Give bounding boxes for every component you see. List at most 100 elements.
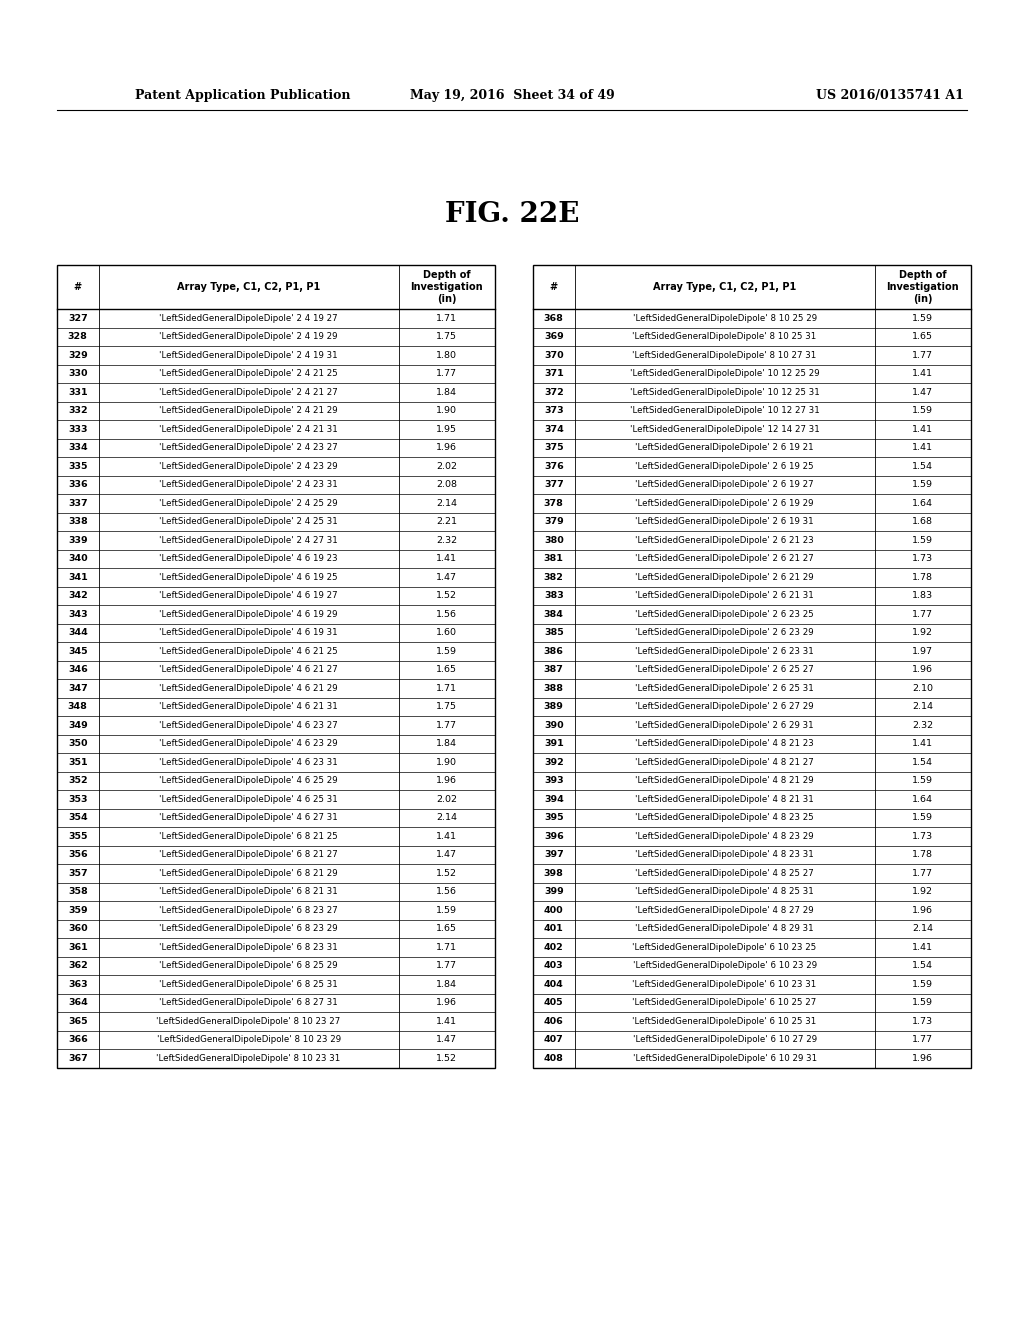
Text: 357: 357 — [68, 869, 88, 878]
Text: 2.32: 2.32 — [436, 536, 458, 545]
Text: 'LeftSidedGeneralDipoleDipole' 4 8 29 31: 'LeftSidedGeneralDipoleDipole' 4 8 29 31 — [635, 924, 814, 933]
Text: 328: 328 — [68, 333, 88, 342]
Text: 392: 392 — [544, 758, 563, 767]
Text: 'LeftSidedGeneralDipoleDipole' 4 8 21 31: 'LeftSidedGeneralDipoleDipole' 4 8 21 31 — [635, 795, 814, 804]
Text: Array Type, C1, C2, P1, P1: Array Type, C1, C2, P1, P1 — [177, 282, 321, 292]
Text: 1.59: 1.59 — [436, 906, 458, 915]
Text: 1.71: 1.71 — [436, 314, 458, 323]
Text: 'LeftSidedGeneralDipoleDipole' 2 6 25 31: 'LeftSidedGeneralDipoleDipole' 2 6 25 31 — [635, 684, 814, 693]
Text: 'LeftSidedGeneralDipoleDipole' 10 12 25 31: 'LeftSidedGeneralDipoleDipole' 10 12 25 … — [630, 388, 819, 397]
Text: 1.96: 1.96 — [912, 665, 933, 675]
Text: 'LeftSidedGeneralDipoleDipole' 6 10 23 29: 'LeftSidedGeneralDipoleDipole' 6 10 23 2… — [633, 961, 817, 970]
Text: 407: 407 — [544, 1035, 563, 1044]
Text: 'LeftSidedGeneralDipoleDipole' 6 8 21 31: 'LeftSidedGeneralDipoleDipole' 6 8 21 31 — [160, 887, 338, 896]
Text: 'LeftSidedGeneralDipoleDipole' 6 8 21 29: 'LeftSidedGeneralDipoleDipole' 6 8 21 29 — [160, 869, 338, 878]
Text: 'LeftSidedGeneralDipoleDipole' 4 6 19 31: 'LeftSidedGeneralDipoleDipole' 4 6 19 31 — [160, 628, 338, 638]
Text: 1.47: 1.47 — [436, 573, 458, 582]
Text: 348: 348 — [68, 702, 88, 711]
Text: 1.59: 1.59 — [912, 979, 933, 989]
Text: 'LeftSidedGeneralDipoleDipole' 2 6 19 21: 'LeftSidedGeneralDipoleDipole' 2 6 19 21 — [635, 444, 814, 453]
Text: 1.64: 1.64 — [912, 795, 933, 804]
Text: 'LeftSidedGeneralDipoleDipole' 2 4 23 29: 'LeftSidedGeneralDipoleDipole' 2 4 23 29 — [160, 462, 338, 471]
Text: 1.59: 1.59 — [912, 536, 933, 545]
Text: 'LeftSidedGeneralDipoleDipole' 2 6 21 27: 'LeftSidedGeneralDipoleDipole' 2 6 21 27 — [635, 554, 814, 564]
Text: 1.73: 1.73 — [912, 832, 934, 841]
Text: 'LeftSidedGeneralDipoleDipole' 2 6 21 23: 'LeftSidedGeneralDipoleDipole' 2 6 21 23 — [635, 536, 814, 545]
Text: 1.65: 1.65 — [436, 924, 458, 933]
Text: 394: 394 — [544, 795, 563, 804]
Text: 'LeftSidedGeneralDipoleDipole' 6 10 23 25: 'LeftSidedGeneralDipoleDipole' 6 10 23 2… — [633, 942, 817, 952]
Text: 1.59: 1.59 — [912, 776, 933, 785]
Text: 379: 379 — [544, 517, 563, 527]
Text: 1.71: 1.71 — [436, 684, 458, 693]
Text: 1.52: 1.52 — [436, 869, 458, 878]
Text: 2.14: 2.14 — [912, 924, 933, 933]
Text: 396: 396 — [544, 832, 563, 841]
Text: 1.59: 1.59 — [912, 480, 933, 490]
Text: 1.78: 1.78 — [912, 573, 933, 582]
Text: 395: 395 — [544, 813, 563, 822]
Text: 381: 381 — [544, 554, 564, 564]
Text: 1.54: 1.54 — [912, 758, 933, 767]
Text: 1.41: 1.41 — [912, 444, 933, 453]
Text: 353: 353 — [68, 795, 88, 804]
Text: 380: 380 — [544, 536, 563, 545]
Text: 'LeftSidedGeneralDipoleDipole' 2 4 23 27: 'LeftSidedGeneralDipoleDipole' 2 4 23 27 — [160, 444, 338, 453]
Text: 336: 336 — [68, 480, 88, 490]
Text: 1.80: 1.80 — [436, 351, 458, 360]
Text: 1.68: 1.68 — [912, 517, 933, 527]
Text: 'LeftSidedGeneralDipoleDipole' 6 8 23 27: 'LeftSidedGeneralDipoleDipole' 6 8 23 27 — [160, 906, 338, 915]
Text: 'LeftSidedGeneralDipoleDipole' 12 14 27 31: 'LeftSidedGeneralDipoleDipole' 12 14 27 … — [630, 425, 819, 434]
Text: 385: 385 — [544, 628, 563, 638]
Text: 'LeftSidedGeneralDipoleDipole' 4 6 21 29: 'LeftSidedGeneralDipoleDipole' 4 6 21 29 — [160, 684, 338, 693]
Text: 345: 345 — [68, 647, 88, 656]
Bar — [534, 265, 971, 1068]
Text: 'LeftSidedGeneralDipoleDipole' 2 4 23 31: 'LeftSidedGeneralDipoleDipole' 2 4 23 31 — [160, 480, 338, 490]
Text: 1.56: 1.56 — [436, 610, 458, 619]
Text: 1.97: 1.97 — [912, 647, 933, 656]
Text: 'LeftSidedGeneralDipoleDipole' 2 4 25 31: 'LeftSidedGeneralDipoleDipole' 2 4 25 31 — [160, 517, 338, 527]
Text: 2.32: 2.32 — [912, 721, 934, 730]
Text: 'LeftSidedGeneralDipoleDipole' 2 4 19 31: 'LeftSidedGeneralDipoleDipole' 2 4 19 31 — [160, 351, 338, 360]
Text: 397: 397 — [544, 850, 563, 859]
Text: 'LeftSidedGeneralDipoleDipole' 2 4 21 31: 'LeftSidedGeneralDipoleDipole' 2 4 21 31 — [160, 425, 338, 434]
Text: #: # — [74, 282, 82, 292]
Text: 'LeftSidedGeneralDipoleDipole' 2 4 19 29: 'LeftSidedGeneralDipoleDipole' 2 4 19 29 — [160, 333, 338, 342]
Text: 'LeftSidedGeneralDipoleDipole' 8 10 23 29: 'LeftSidedGeneralDipoleDipole' 8 10 23 2… — [157, 1035, 341, 1044]
Text: 374: 374 — [544, 425, 563, 434]
Text: 'LeftSidedGeneralDipoleDipole' 4 6 21 25: 'LeftSidedGeneralDipoleDipole' 4 6 21 25 — [160, 647, 338, 656]
Text: 369: 369 — [544, 333, 563, 342]
Text: 393: 393 — [544, 776, 563, 785]
Text: 'LeftSidedGeneralDipoleDipole' 4 8 21 27: 'LeftSidedGeneralDipoleDipole' 4 8 21 27 — [635, 758, 814, 767]
Text: 402: 402 — [544, 942, 563, 952]
Text: 'LeftSidedGeneralDipoleDipole' 4 6 19 29: 'LeftSidedGeneralDipoleDipole' 4 6 19 29 — [160, 610, 338, 619]
Text: 408: 408 — [544, 1053, 564, 1063]
Text: 1.59: 1.59 — [912, 407, 933, 416]
Text: 'LeftSidedGeneralDipoleDipole' 4 6 23 31: 'LeftSidedGeneralDipoleDipole' 4 6 23 31 — [160, 758, 338, 767]
Text: 'LeftSidedGeneralDipoleDipole' 2 6 29 31: 'LeftSidedGeneralDipoleDipole' 2 6 29 31 — [635, 721, 814, 730]
Text: 1.92: 1.92 — [912, 887, 933, 896]
Text: 'LeftSidedGeneralDipoleDipole' 2 4 21 27: 'LeftSidedGeneralDipoleDipole' 2 4 21 27 — [160, 388, 338, 397]
Text: 351: 351 — [68, 758, 88, 767]
Text: 359: 359 — [68, 906, 88, 915]
Text: 1.54: 1.54 — [912, 961, 933, 970]
Text: 2.02: 2.02 — [436, 462, 458, 471]
Text: 1.59: 1.59 — [912, 314, 933, 323]
Text: 'LeftSidedGeneralDipoleDipole' 6 10 23 31: 'LeftSidedGeneralDipoleDipole' 6 10 23 3… — [633, 979, 817, 989]
Text: 338: 338 — [68, 517, 88, 527]
Text: 1.59: 1.59 — [912, 813, 933, 822]
Text: 1.77: 1.77 — [436, 961, 458, 970]
Text: 367: 367 — [68, 1053, 88, 1063]
Text: 'LeftSidedGeneralDipoleDipole' 2 4 25 29: 'LeftSidedGeneralDipoleDipole' 2 4 25 29 — [160, 499, 338, 508]
Text: 'LeftSidedGeneralDipoleDipole' 4 6 23 29: 'LeftSidedGeneralDipoleDipole' 4 6 23 29 — [160, 739, 338, 748]
Text: 347: 347 — [68, 684, 88, 693]
Text: 1.47: 1.47 — [912, 388, 933, 397]
Text: 355: 355 — [68, 832, 88, 841]
Text: 1.96: 1.96 — [436, 998, 458, 1007]
Text: 'LeftSidedGeneralDipoleDipole' 8 10 25 29: 'LeftSidedGeneralDipoleDipole' 8 10 25 2… — [633, 314, 817, 323]
Text: 346: 346 — [68, 665, 88, 675]
Text: 356: 356 — [68, 850, 88, 859]
Text: 386: 386 — [544, 647, 564, 656]
Text: 'LeftSidedGeneralDipoleDipole' 4 8 21 29: 'LeftSidedGeneralDipoleDipole' 4 8 21 29 — [635, 776, 814, 785]
Text: 1.59: 1.59 — [436, 647, 458, 656]
